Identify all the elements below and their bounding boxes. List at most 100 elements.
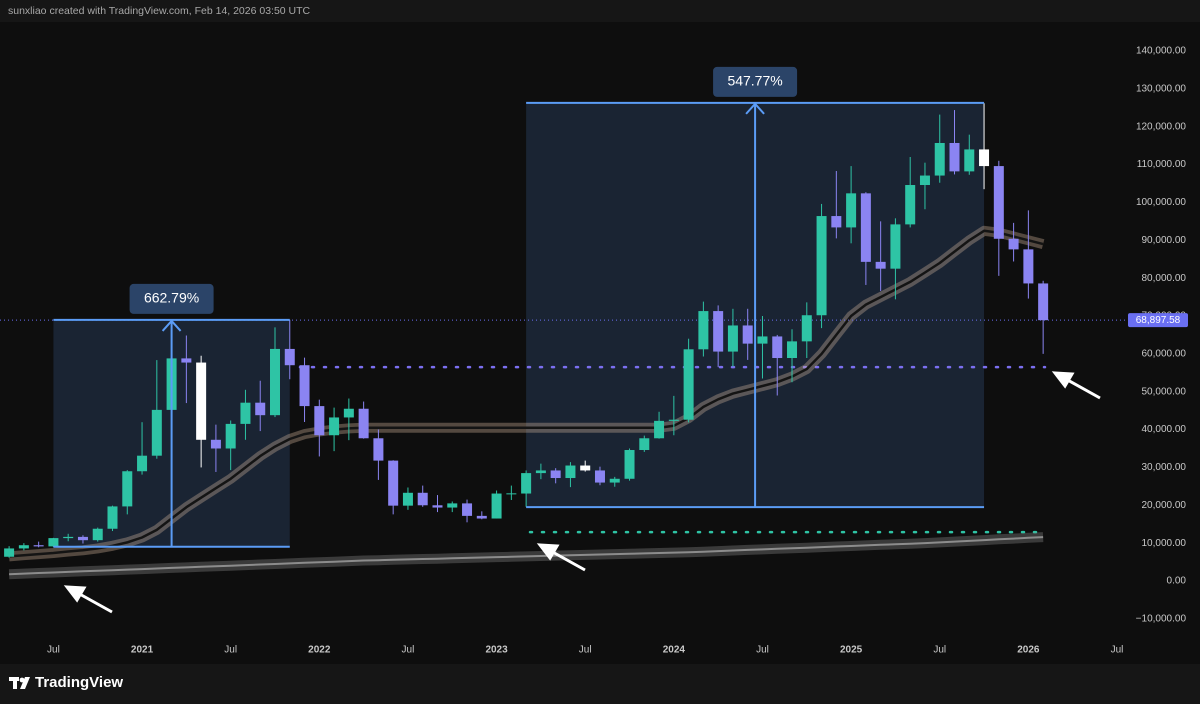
candle-body (727, 325, 738, 352)
candle-body (107, 506, 118, 529)
candle-body (225, 423, 236, 449)
x-tick-label: 2021 (131, 645, 154, 656)
candle-body (668, 419, 679, 421)
candle-body (890, 224, 901, 269)
arrow (1063, 376, 1101, 400)
arrow-head (1051, 371, 1075, 389)
candle-body (787, 341, 798, 359)
candle-body (402, 492, 413, 506)
candle-body (506, 493, 517, 495)
y-tick-label: 110,000.00 (1137, 159, 1187, 170)
candle-body (772, 336, 783, 359)
y-tick-label: 50,000.00 (1142, 386, 1187, 397)
candle-body (979, 149, 990, 167)
candle-body (417, 492, 428, 506)
candle-body (919, 175, 930, 186)
candle-body (698, 311, 709, 350)
candle-body (934, 142, 945, 176)
candle-body (1008, 238, 1019, 250)
x-tick-label: Jul (579, 645, 592, 656)
candle-body (875, 261, 886, 269)
candle-body (137, 455, 148, 472)
y-tick-label: −10,000.00 (1136, 613, 1187, 624)
candle-body (949, 142, 960, 172)
y-tick-label: 140,000.00 (1136, 46, 1186, 57)
candle-body (462, 503, 473, 516)
candle-body (757, 336, 768, 344)
y-tick-label: 30,000.00 (1142, 462, 1187, 473)
candle-body (18, 545, 29, 549)
measure-label: 547.77% (727, 73, 782, 89)
x-tick-label: 2025 (840, 645, 863, 656)
candle-body (639, 438, 650, 451)
candle-body (4, 548, 15, 557)
measure-arrow-head (745, 102, 765, 115)
logo-part (20, 677, 30, 689)
x-tick-label: Jul (756, 645, 769, 656)
y-tick-label: 90,000.00 (1142, 235, 1187, 246)
candle-body (713, 311, 724, 352)
arrow (75, 590, 113, 614)
candle-body (683, 349, 694, 420)
arrow (548, 548, 586, 572)
candle-body (329, 417, 340, 436)
candle-body (476, 515, 487, 519)
x-tick-label: Jul (224, 645, 237, 656)
candle-body (905, 185, 916, 225)
header-text: sunxliao created with TradingView.com, F… (8, 5, 311, 17)
x-tick-label: Jul (402, 645, 415, 656)
y-tick-label: 100,000.00 (1136, 197, 1186, 208)
candle-body (654, 420, 665, 439)
x-tick-label: Jul (933, 645, 946, 656)
candle-body (594, 470, 605, 483)
candle-body (77, 536, 88, 541)
candle-body (48, 538, 59, 547)
candle-body (964, 149, 975, 172)
candle-body (314, 406, 325, 436)
indicator-line (8, 229, 1044, 558)
logo-part (19, 677, 25, 683)
pointer-arrows (63, 371, 1101, 614)
candle-body (816, 216, 827, 316)
brand-name: TradingView (35, 674, 123, 691)
indicator-line (9, 536, 1044, 576)
candle-body (624, 450, 635, 479)
logo-part (13, 677, 17, 689)
candle-body (299, 365, 310, 407)
x-tick-label: 2024 (663, 645, 686, 656)
y-tick-label: 0.00 (1167, 576, 1187, 587)
candle-body (1038, 283, 1049, 321)
x-tick-label: 2026 (1017, 645, 1040, 656)
y-tick-label: 130,000.00 (1136, 83, 1186, 94)
measure-label: 662.79% (144, 290, 199, 306)
candle-body (373, 438, 384, 461)
candle-body (63, 536, 74, 539)
candle-body (846, 193, 857, 228)
candle-body (831, 216, 842, 228)
candle-body (269, 348, 280, 416)
candle-body (196, 362, 207, 440)
candle-body (535, 470, 546, 474)
candle-body (521, 473, 532, 494)
y-tick-label: 80,000.00 (1142, 273, 1187, 284)
candle-body (388, 460, 399, 506)
last-price-tag (1128, 313, 1188, 328)
candle-body (742, 325, 753, 344)
candle-body (860, 193, 871, 262)
candle-body (240, 402, 251, 424)
last-price-label: 68,897.58 (1136, 315, 1181, 326)
chart-panel (0, 22, 1200, 664)
candle-body (432, 505, 443, 508)
candle-body (609, 478, 620, 483)
x-tick-label: 2023 (485, 645, 508, 656)
candle-body (122, 471, 133, 507)
candle-body (151, 409, 162, 456)
candle-body (181, 358, 192, 363)
y-tick-label: 120,000.00 (1136, 121, 1186, 132)
measure-label-box (129, 283, 214, 314)
candle-body (1023, 249, 1034, 284)
y-tick-label: 40,000.00 (1142, 424, 1187, 435)
candle-body (491, 493, 502, 519)
candle-body (92, 528, 103, 541)
candle-body (343, 408, 354, 418)
